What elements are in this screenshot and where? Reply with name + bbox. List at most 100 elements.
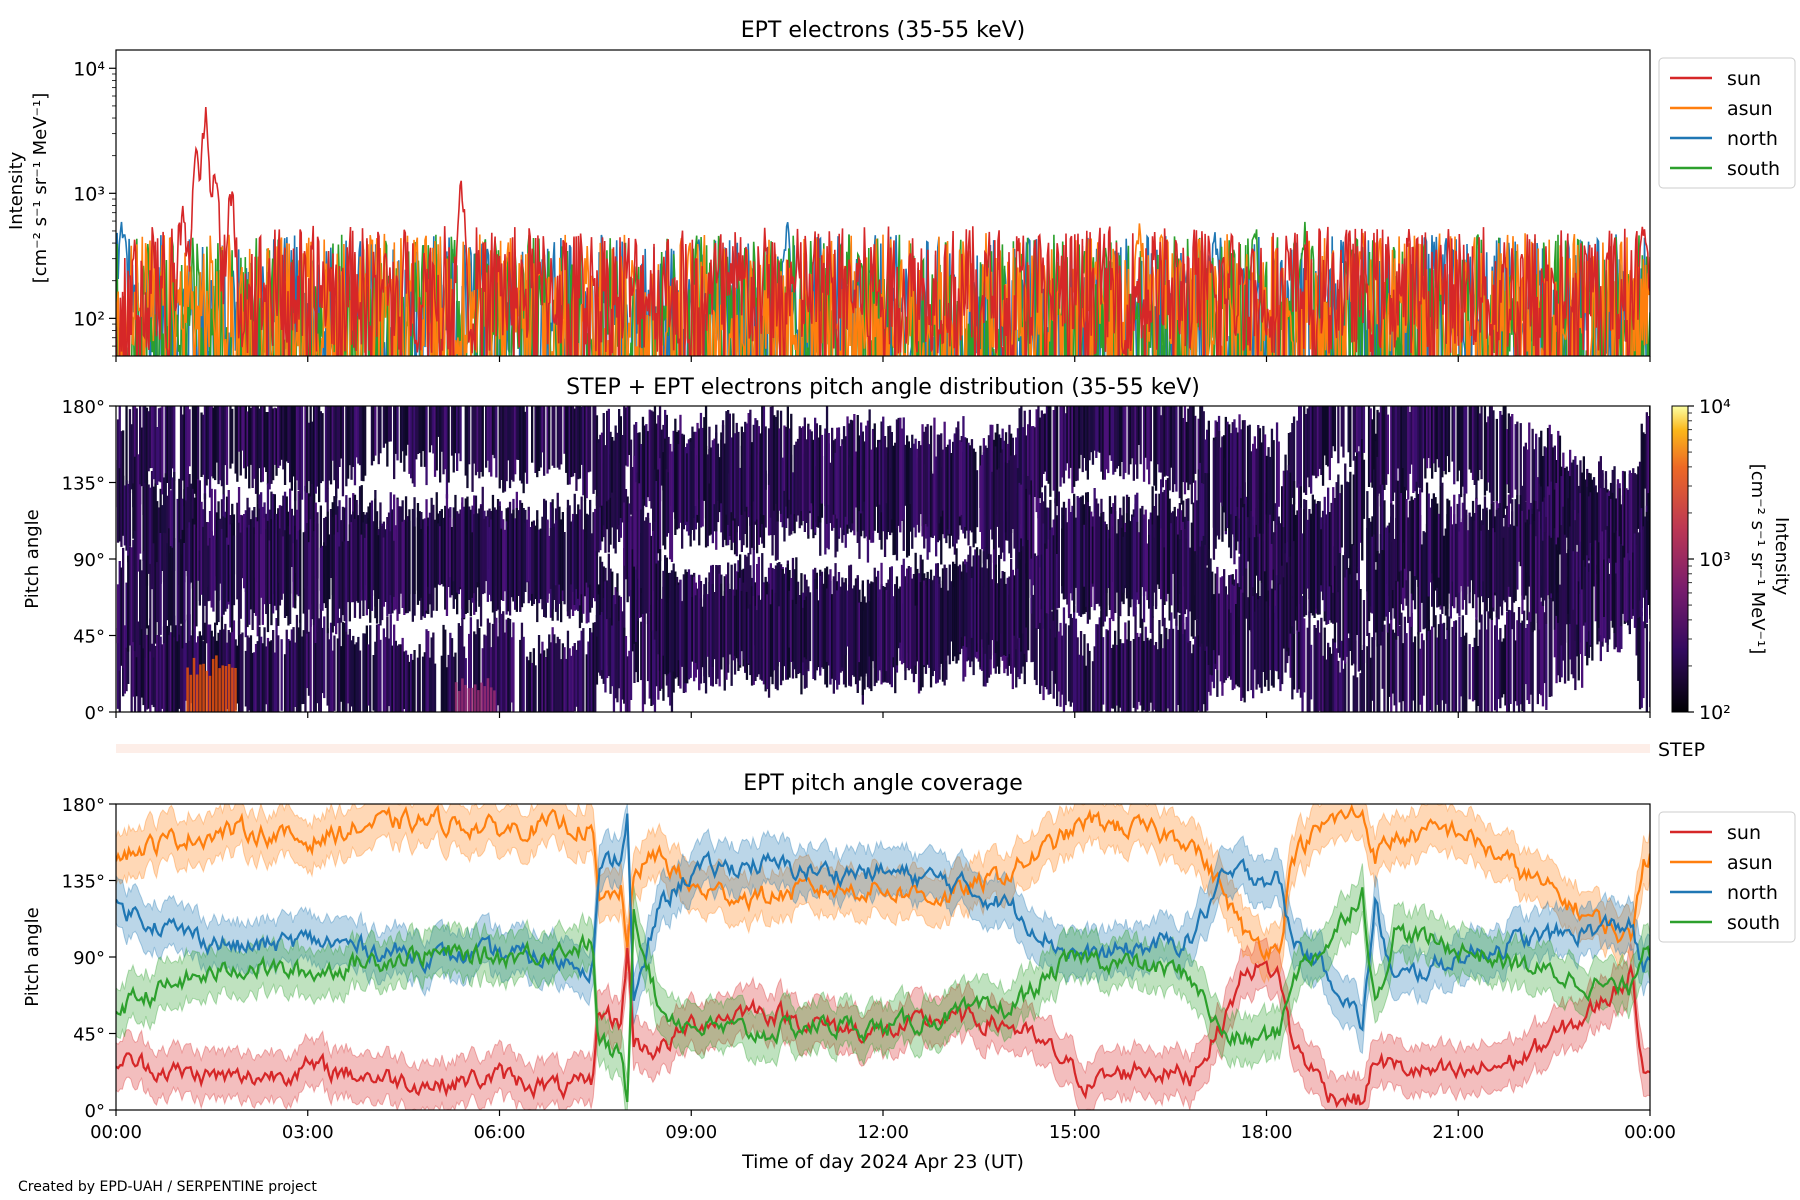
heatmap-cell xyxy=(358,504,362,619)
heatmap-cell xyxy=(404,406,408,456)
heatmap-cell xyxy=(476,406,479,472)
heatmap-cell xyxy=(679,449,682,523)
heatmap-cell xyxy=(759,433,762,515)
heatmap-cell xyxy=(1151,616,1154,712)
heatmap-cell xyxy=(473,631,476,712)
heatmap-cell xyxy=(181,498,184,555)
heatmap-cell xyxy=(1393,538,1396,619)
heatmap-cell xyxy=(1315,406,1318,479)
heatmap-cell xyxy=(321,413,324,482)
heatmap-cell xyxy=(633,561,636,644)
heatmap-cell xyxy=(1284,454,1287,544)
heatmap-cell xyxy=(265,412,268,472)
heatmap-cell xyxy=(522,406,525,494)
heatmap-cell xyxy=(856,415,859,532)
heatmap-cell xyxy=(889,425,892,520)
heatmap-cell xyxy=(1263,434,1267,542)
heatmap-cell xyxy=(1200,406,1204,502)
heatmap-cell xyxy=(389,531,392,596)
heatmap-cell xyxy=(173,615,176,712)
heatmap-cell xyxy=(1570,531,1573,627)
heatmap-cell xyxy=(179,539,183,624)
heatmap-cell xyxy=(1223,569,1226,683)
heatmap-cell xyxy=(604,445,607,553)
heatmap-cell xyxy=(147,411,150,472)
heatmap-cell xyxy=(986,447,989,560)
heatmap-cell xyxy=(1385,406,1388,485)
heatmap-cell xyxy=(140,427,143,487)
panel-coverage: EPT pitch angle coverage 0°45°90°135°180… xyxy=(22,771,1796,1173)
heatmap-cell xyxy=(323,616,326,699)
heatmap-cell xyxy=(1100,611,1103,712)
heatmap-cell xyxy=(1263,571,1267,687)
heatmap-cell xyxy=(1188,641,1192,712)
heatmap-cell xyxy=(399,406,403,463)
heatmap-cell xyxy=(1337,474,1340,593)
heatmap-cell xyxy=(1633,533,1637,628)
heatmap-cell xyxy=(357,406,360,464)
heatmap-enhancement xyxy=(461,678,464,712)
heatmap-cell xyxy=(1386,414,1389,475)
heatmap-cell xyxy=(725,574,728,680)
heatmap-cell xyxy=(585,406,588,499)
heatmap-cell xyxy=(471,406,474,492)
heatmap-cell xyxy=(1402,643,1405,702)
heatmap-cell xyxy=(1013,575,1016,636)
heatmap-cell xyxy=(181,628,184,712)
heatmap-cell xyxy=(1030,558,1033,614)
heatmap-cell xyxy=(1074,618,1078,712)
heatmap-cell xyxy=(1640,508,1643,616)
heatmap-cell xyxy=(246,411,249,467)
heatmap-cell xyxy=(1504,406,1507,509)
heatmap-cell xyxy=(416,657,420,712)
heatmap-cell xyxy=(421,519,425,617)
heatmap-cell xyxy=(468,406,471,465)
heatmap-cell xyxy=(633,614,636,683)
heatmap-cell xyxy=(185,500,188,571)
heatmap-cell xyxy=(265,529,268,614)
heatmap-cell xyxy=(478,508,481,607)
heatmap-cell xyxy=(580,496,583,595)
legend-label-sun: sun xyxy=(1727,68,1761,90)
heatmap-cell xyxy=(1241,592,1245,698)
y-tick-label: 10² xyxy=(73,308,105,330)
heatmap-cell xyxy=(1142,641,1146,711)
heatmap-cell xyxy=(1190,653,1193,712)
heatmap-cell xyxy=(1095,406,1098,458)
heatmap-cell xyxy=(256,521,259,637)
heatmap-cell xyxy=(406,521,409,614)
heatmap-cell xyxy=(580,406,583,465)
heatmap-cell xyxy=(215,406,218,463)
heatmap-cell xyxy=(998,555,1001,674)
heatmap-cell xyxy=(560,519,563,623)
heatmap-cell xyxy=(266,520,270,633)
heatmap-cell xyxy=(565,658,568,712)
heatmap-cell xyxy=(1644,516,1647,585)
heatmap-cell xyxy=(539,528,542,600)
heatmap-cell xyxy=(640,509,643,588)
heatmap-cell xyxy=(1616,479,1620,582)
heatmap-cell xyxy=(1158,493,1161,589)
y-tick-label: 0° xyxy=(85,1101,105,1122)
heatmap-cell xyxy=(841,577,844,668)
heatmap-cell xyxy=(1632,552,1635,609)
heatmap-cell xyxy=(650,604,653,706)
heatmap-cell xyxy=(1584,566,1587,623)
heatmap-cell xyxy=(887,426,890,522)
heatmap-cell xyxy=(1516,620,1519,706)
heatmap-enhancement xyxy=(483,686,487,712)
heatmap-cell xyxy=(955,427,958,544)
heatmap-cell xyxy=(1569,592,1572,660)
heatmap-cell xyxy=(1245,496,1248,569)
heatmap-cell xyxy=(548,535,551,594)
heatmap-cell xyxy=(846,416,849,525)
heatmap-cell xyxy=(739,577,742,666)
heatmap-cell xyxy=(432,504,435,611)
heatmap-enhancement xyxy=(205,670,209,712)
heatmap-cell xyxy=(396,499,399,621)
heatmap-cell xyxy=(856,575,859,690)
heatmap-cell xyxy=(159,407,162,483)
heatmap-cell xyxy=(522,636,525,712)
heatmap-cell xyxy=(1621,545,1625,614)
heatmap-cell xyxy=(1299,406,1302,493)
